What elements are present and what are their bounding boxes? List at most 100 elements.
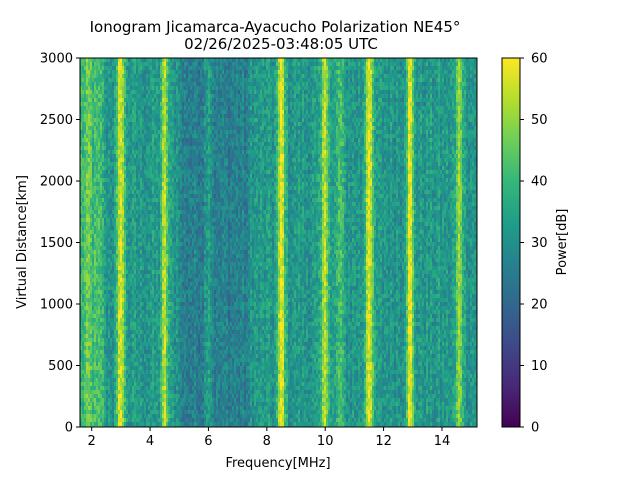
heatmap-cell [98,338,101,343]
heatmap-cell [170,334,173,339]
heatmap-cell [106,318,109,323]
heatmap-cell [84,110,87,115]
heatmap-cell [146,366,149,371]
heatmap-cell [100,314,103,319]
heatmap-cell [162,374,165,379]
heatmap-cell [158,362,161,367]
heatmap-cell [96,74,99,79]
heatmap-cell [96,350,99,355]
heatmap-cell [82,98,85,103]
heatmap-cell [162,346,165,351]
heatmap-cell [86,394,89,399]
heatmap-cell [132,418,135,423]
heatmap-cell [160,154,163,159]
heatmap-cell [126,122,129,127]
heatmap-cell [128,146,131,151]
heatmap-cell [116,58,119,63]
heatmap-cell [116,94,119,99]
heatmap-cell [144,74,147,79]
heatmap-cell [166,410,169,415]
heatmap-cell [102,334,105,339]
heatmap-cell [112,106,115,111]
heatmap-cell [106,406,109,411]
heatmap-cell [138,382,141,387]
heatmap-cell [102,390,105,395]
heatmap-cell [104,322,107,327]
heatmap-cell [80,202,83,207]
heatmap-cell [162,394,165,399]
heatmap-cell [84,62,87,67]
heatmap-cell [140,182,143,187]
heatmap-cell [132,134,135,139]
heatmap-cell [90,258,93,263]
heatmap-cell [108,126,111,131]
heatmap-cell [160,86,163,91]
heatmap-cell [88,182,91,187]
heatmap-cell [94,66,97,71]
heatmap-cell [102,130,105,135]
heatmap-cell [150,62,153,67]
heatmap-cell [178,246,181,251]
heatmap-cell [130,246,133,251]
heatmap-cell [170,154,173,159]
heatmap-cell [162,90,165,95]
heatmap-cell [170,230,173,235]
heatmap-cell [150,162,153,167]
heatmap-cell [92,218,95,223]
heatmap-cell [108,382,111,387]
heatmap-cell [102,138,105,143]
heatmap-cell [116,318,119,323]
heatmap-cell [118,402,121,407]
heatmap-cell [116,326,119,331]
heatmap-cell [146,358,149,363]
heatmap-cell [110,242,113,247]
heatmap-cell [132,154,135,159]
heatmap-cell [182,66,185,71]
heatmap-cell [86,230,89,235]
heatmap-cell [106,274,109,279]
heatmap-cell [128,174,131,179]
heatmap-cell [80,370,83,375]
heatmap-cell [158,338,161,343]
heatmap-cell [80,82,83,87]
heatmap-cell [90,94,93,99]
heatmap-cell [118,90,121,95]
heatmap-cell [112,78,115,83]
heatmap-cell [120,114,123,119]
heatmap-cell [112,206,115,211]
heatmap-cell [126,62,129,67]
heatmap-cell [186,310,189,315]
heatmap-cell [80,134,83,139]
heatmap-cell [128,254,131,259]
heatmap-cell [106,234,109,239]
heatmap-cell [82,222,85,227]
heatmap-cell [142,366,145,371]
heatmap-cell [142,202,145,207]
heatmap-cell [138,262,141,267]
heatmap-cell [142,274,145,279]
heatmap-cell [82,254,85,259]
heatmap-cell [160,250,163,255]
heatmap-cell [148,318,151,323]
heatmap-cell [138,70,141,75]
heatmap-cell [92,298,95,303]
heatmap-cell [98,370,101,375]
heatmap-cell [180,142,183,147]
heatmap-cell [94,390,97,395]
heatmap-cell [108,114,111,119]
heatmap-cell [168,106,171,111]
heatmap-cell [82,62,85,67]
heatmap-cell [162,134,165,139]
heatmap-cell [90,118,93,123]
heatmap-cell [164,338,167,343]
heatmap-cell [128,406,131,411]
heatmap-cell [184,346,187,351]
heatmap-cell [148,242,151,247]
heatmap-cell [98,350,101,355]
heatmap-cell [82,206,85,211]
heatmap-cell [106,150,109,155]
heatmap-cell [86,182,89,187]
heatmap-cell [102,254,105,259]
heatmap-cell [116,122,119,127]
heatmap-cell [128,422,131,427]
